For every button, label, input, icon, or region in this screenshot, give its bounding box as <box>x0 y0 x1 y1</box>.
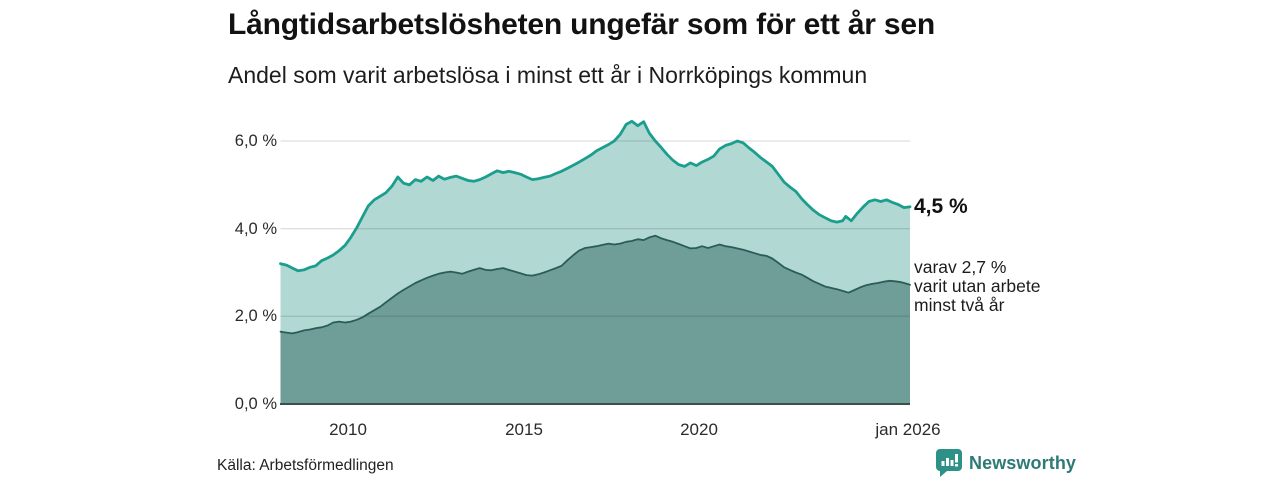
page-title: Långtidsarbetslösheten ungefär som för e… <box>228 8 936 41</box>
xtick-jan-2026: jan 2026 <box>875 420 941 439</box>
ytick-2: 2,0 % <box>234 307 277 325</box>
two-year-line <box>279 234 911 335</box>
xtick-2015: 2015 <box>505 420 543 439</box>
ytick-0: 0,0 % <box>234 395 277 413</box>
two-year-label-line1: varav 2,7 % <box>914 257 1007 277</box>
gridlines <box>280 140 910 317</box>
ytick-6: 6,0 % <box>234 132 277 150</box>
brand-wordmark: Newsworthy <box>969 452 1077 473</box>
ytick-4: 4,0 % <box>234 220 277 238</box>
two-year-area <box>280 235 910 404</box>
newsworthy-icon <box>936 449 962 477</box>
source-note: Källa: Arbetsförmedlingen <box>217 457 394 474</box>
bar-chart-glyph <box>941 454 958 467</box>
xtick-2010: 2010 <box>329 420 367 439</box>
two-year-label-line2: varit utan arbete <box>914 276 1041 296</box>
chart-subtitle: Andel som varit arbetslösa i minst ett å… <box>228 62 868 88</box>
total-value-label: 4,5 % <box>914 195 968 218</box>
two-year-value-label: varav 2,7 % varit utan arbete minst två … <box>914 258 1040 315</box>
two-year-label-line3: minst två år <box>914 295 1005 315</box>
brand-logo: Newsworthy <box>936 449 1076 477</box>
total-line <box>279 119 912 273</box>
xtick-2020: 2020 <box>680 420 718 439</box>
